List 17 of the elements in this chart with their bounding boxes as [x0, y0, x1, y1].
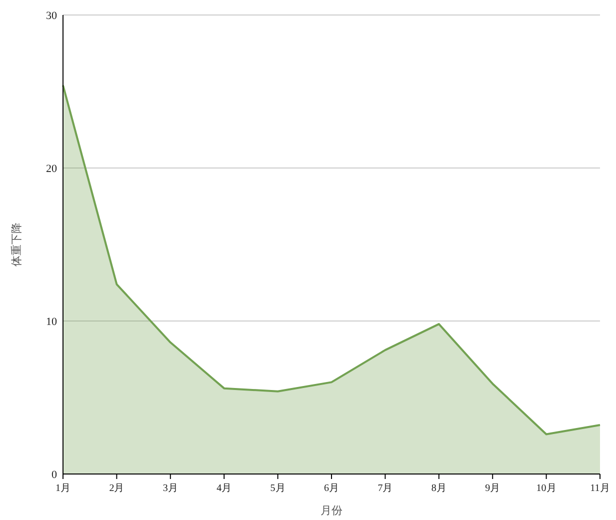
x-tick-label: 8月 — [431, 483, 446, 494]
x-tick-label: 10月 — [536, 483, 556, 494]
y-tick-label: 20 — [46, 163, 58, 175]
y-tick-label: 10 — [46, 316, 58, 328]
x-axis-title: 月份 — [320, 505, 342, 517]
x-tick-label: 3月 — [162, 483, 178, 494]
x-tick-label: 6月 — [324, 483, 339, 494]
x-tick-label: 4月 — [216, 483, 232, 494]
y-axis-title: 体重下降 — [10, 222, 23, 266]
x-tick-label: 1月 — [56, 483, 70, 494]
x-tick-label: 5月 — [270, 483, 286, 494]
y-tick-label: 0 — [52, 469, 58, 481]
x-tick-label: 7月 — [378, 483, 393, 494]
x-tick-label: 11月 — [590, 483, 610, 494]
y-tick-label: 30 — [46, 10, 58, 22]
x-tick-label: 9月 — [485, 483, 500, 494]
x-tick-label: 2月 — [109, 483, 124, 494]
